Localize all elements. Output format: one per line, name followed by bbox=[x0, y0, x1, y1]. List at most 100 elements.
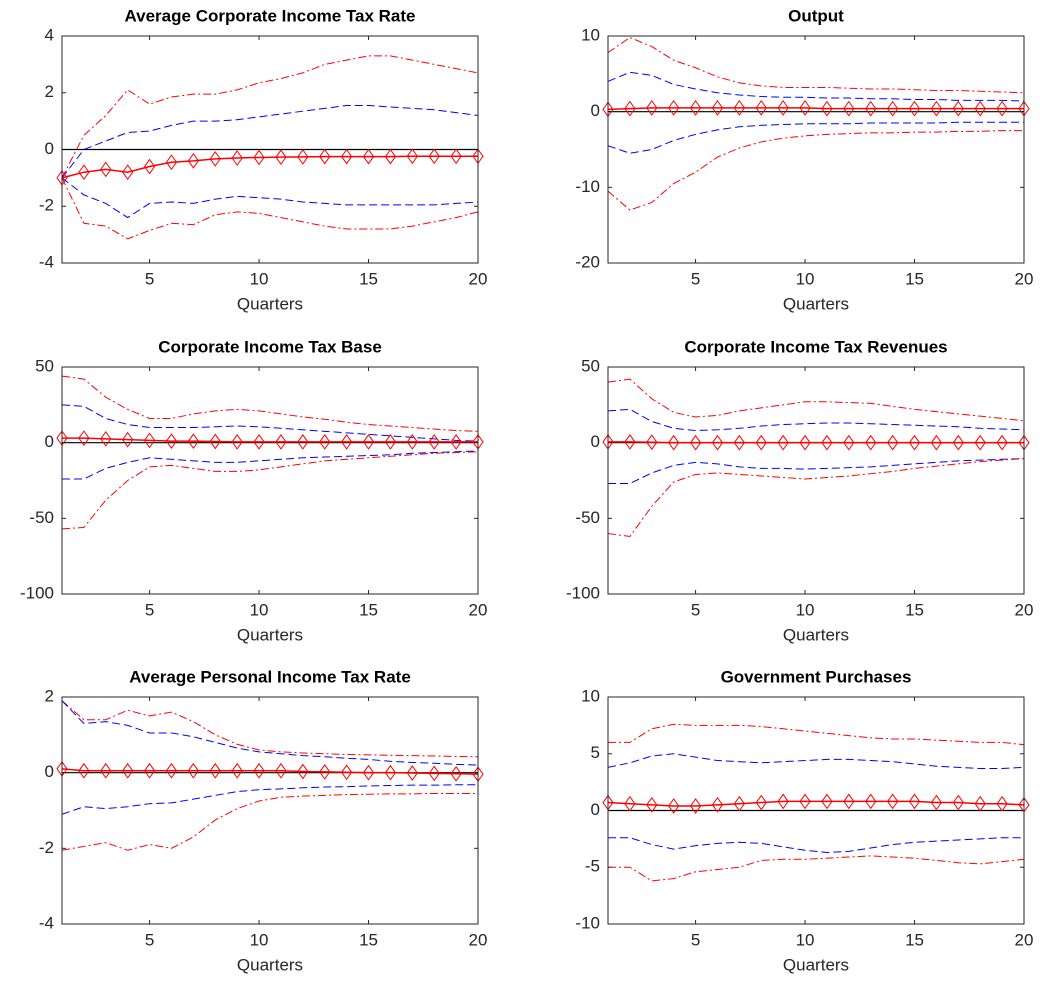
diamond-marker bbox=[143, 158, 156, 175]
diamond-marker bbox=[100, 762, 112, 779]
y-tick-label: 0 bbox=[45, 762, 54, 781]
diamond-marker bbox=[297, 149, 309, 165]
diamond-marker bbox=[668, 100, 680, 116]
diamond-marker bbox=[974, 100, 986, 117]
diamond-marker bbox=[865, 793, 877, 810]
diamond-marker bbox=[821, 434, 833, 451]
y-tick-label: -5 bbox=[585, 857, 600, 876]
diamond-marker bbox=[930, 434, 943, 451]
y-tick-label: -2 bbox=[39, 838, 54, 857]
diamond-marker bbox=[297, 763, 309, 780]
diamond-marker bbox=[78, 164, 90, 181]
chart-title: Output bbox=[788, 6, 844, 25]
diamond-marker bbox=[733, 100, 745, 116]
diamond-marker bbox=[711, 100, 724, 116]
series-line bbox=[61, 451, 479, 530]
chart-title: Corporate Income Tax Revenues bbox=[684, 337, 947, 356]
series-line bbox=[608, 837, 1024, 854]
diamond-marker bbox=[209, 151, 221, 167]
diamond-marker bbox=[341, 764, 353, 781]
x-tick-label: 5 bbox=[145, 269, 154, 288]
axes-frame bbox=[61, 696, 479, 925]
diamond-marker bbox=[887, 100, 899, 117]
diamond-marker bbox=[253, 762, 265, 779]
diamond-marker bbox=[996, 100, 1008, 117]
x-tick-label: 20 bbox=[1015, 600, 1034, 619]
x-tick-label: 20 bbox=[1015, 930, 1034, 949]
series-line bbox=[607, 458, 1025, 538]
series-line bbox=[607, 753, 1025, 769]
x-tick-label: 5 bbox=[691, 930, 700, 949]
diamond-marker bbox=[887, 793, 899, 810]
x-tick-label: 20 bbox=[469, 600, 488, 619]
x-tick-label: 20 bbox=[469, 930, 488, 949]
diamond-marker bbox=[341, 148, 353, 165]
x-tick-label: 10 bbox=[796, 600, 815, 619]
diamond-marker bbox=[100, 431, 112, 447]
diamond-marker bbox=[799, 100, 811, 116]
diamond-marker bbox=[843, 793, 855, 810]
x-tick-label: 15 bbox=[359, 269, 378, 288]
diamond-marker bbox=[319, 434, 331, 450]
subplot: -4 -2 0 2 5 10 15 20 Average Personal Income Tax… bbox=[39, 667, 488, 974]
y-tick-label: -10 bbox=[575, 177, 600, 196]
y-tick-label: -100 bbox=[566, 583, 600, 602]
diamond-marker bbox=[384, 148, 397, 165]
series-line bbox=[61, 784, 478, 815]
diamond-marker bbox=[733, 434, 745, 451]
diamond-marker bbox=[384, 434, 397, 450]
diamond-marker bbox=[996, 434, 1008, 451]
diamond-marker bbox=[319, 764, 331, 780]
series-line bbox=[607, 800, 1025, 807]
y-tick-label: 50 bbox=[35, 356, 54, 375]
subplot: -100 -50 0 50 5 10 15 20 Corporate Income Tax Re… bbox=[566, 337, 1033, 644]
axes-frame bbox=[607, 35, 1025, 264]
diamond-marker bbox=[231, 762, 243, 779]
diamond-marker bbox=[231, 150, 243, 166]
diamond-marker bbox=[646, 796, 658, 813]
series-line bbox=[607, 378, 1025, 422]
diamond-marker bbox=[624, 434, 636, 450]
diamond-marker bbox=[231, 434, 243, 450]
y-tick-label: 50 bbox=[581, 356, 600, 375]
series-line bbox=[61, 700, 479, 758]
diamond-marker bbox=[733, 795, 745, 812]
diamond-marker bbox=[406, 765, 418, 781]
y-tick-label: 2 bbox=[45, 82, 54, 101]
diamond-marker bbox=[755, 794, 767, 811]
diamond-marker bbox=[996, 795, 1008, 812]
subplot: -20 -10 0 10 5 10 15 20 Output Quarters bbox=[575, 6, 1033, 313]
series-line bbox=[607, 121, 1024, 154]
diamond-marker bbox=[711, 434, 724, 451]
diamond-marker bbox=[952, 100, 964, 117]
y-tick-label: -50 bbox=[575, 508, 600, 527]
x-axis-label: Quarters bbox=[783, 625, 849, 644]
y-tick-label: 5 bbox=[591, 743, 600, 762]
diamond-marker bbox=[755, 434, 767, 451]
y-tick-label: -20 bbox=[575, 252, 600, 271]
series-line bbox=[61, 105, 479, 179]
diamond-marker bbox=[100, 161, 112, 178]
series-line bbox=[607, 408, 1025, 432]
plot-area bbox=[62, 697, 478, 924]
diamond-marker bbox=[406, 148, 418, 165]
subplot: -4 -2 0 2 4 5 10 15 20 Average Corporate Income T… bbox=[39, 6, 488, 313]
y-tick-label: 0 bbox=[591, 432, 600, 451]
series-line bbox=[607, 130, 1024, 211]
diamond-marker bbox=[450, 434, 462, 450]
x-tick-label: 5 bbox=[691, 269, 700, 288]
diamond-marker bbox=[711, 796, 724, 813]
diamond-marker bbox=[143, 762, 156, 779]
axes-frame bbox=[61, 35, 479, 264]
plot-area bbox=[608, 367, 1024, 594]
x-tick-label: 20 bbox=[469, 269, 488, 288]
y-tick-label: 0 bbox=[45, 139, 54, 158]
y-tick-label: -4 bbox=[39, 913, 54, 932]
diamond-marker bbox=[908, 100, 921, 117]
y-tick-label: 0 bbox=[591, 800, 600, 819]
series-line bbox=[61, 768, 479, 775]
diamond-marker bbox=[275, 434, 287, 450]
chart-title: Government Purchases bbox=[721, 667, 912, 686]
diamond-marker bbox=[930, 100, 943, 117]
